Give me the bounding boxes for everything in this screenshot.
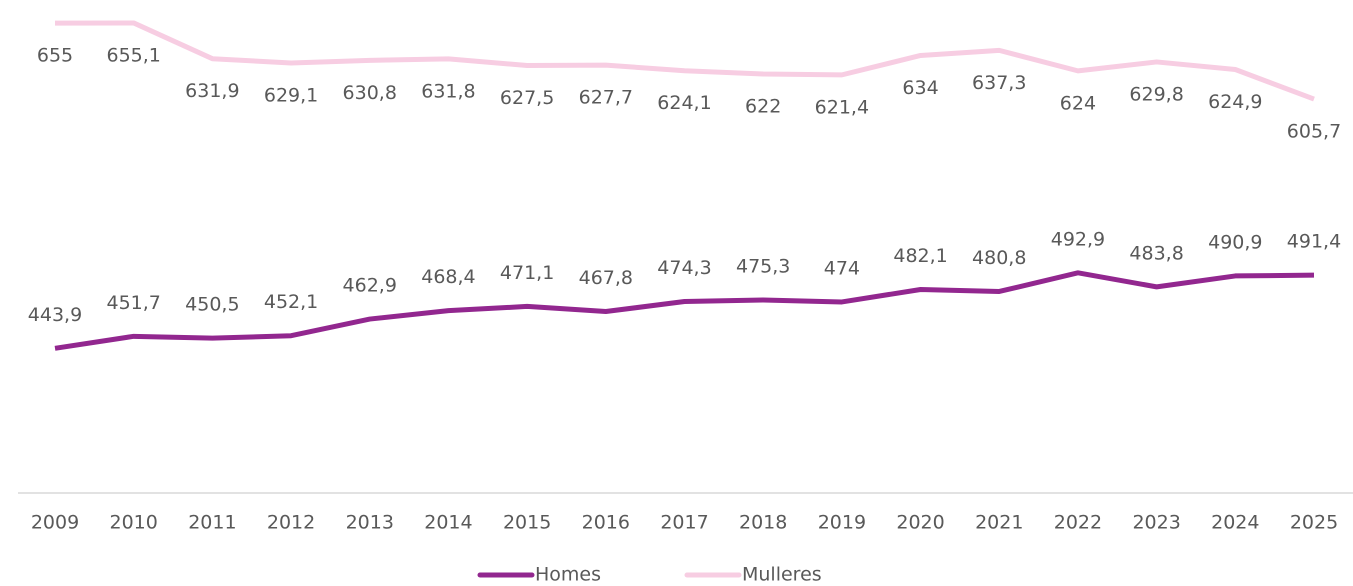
data-label: 630,8 xyxy=(343,82,397,104)
legend-label: Homes xyxy=(535,564,601,586)
series-line xyxy=(54,270,1315,351)
data-label: 627,7 xyxy=(579,87,633,109)
data-label: 483,8 xyxy=(1129,242,1183,264)
data-label: 634 xyxy=(902,77,938,99)
data-label: 474,3 xyxy=(657,257,711,279)
x-tick-label: 2011 xyxy=(188,512,236,534)
data-label: 467,8 xyxy=(579,267,633,289)
data-label: 468,4 xyxy=(421,266,475,288)
x-tick-label: 2021 xyxy=(975,512,1023,534)
data-label: 475,3 xyxy=(736,255,790,277)
data-label: 482,1 xyxy=(893,245,947,267)
x-tick-label: 2018 xyxy=(739,512,787,534)
x-tick-label: 2014 xyxy=(424,512,472,534)
data-label: 624,9 xyxy=(1208,91,1262,113)
data-label: 490,9 xyxy=(1208,231,1262,253)
data-label: 471,1 xyxy=(500,262,554,284)
data-label: 637,3 xyxy=(972,72,1026,94)
data-label: 655 xyxy=(37,45,73,67)
data-label: 492,9 xyxy=(1051,228,1105,250)
series-line xyxy=(54,20,1315,102)
x-tick-label: 2010 xyxy=(110,512,158,534)
data-label: 451,7 xyxy=(106,292,160,314)
data-label: 631,8 xyxy=(421,80,475,102)
data-label: 629,8 xyxy=(1129,83,1183,105)
x-tick-label: 2020 xyxy=(896,512,944,534)
data-label: 474 xyxy=(824,257,860,279)
x-tick-label: 2022 xyxy=(1054,512,1102,534)
x-tick-label: 2016 xyxy=(582,512,630,534)
x-tick-label: 2025 xyxy=(1290,512,1338,534)
data-label: 605,7 xyxy=(1287,121,1341,143)
x-tick-label: 2024 xyxy=(1211,512,1259,534)
data-label: 631,9 xyxy=(185,80,239,102)
data-label: 627,5 xyxy=(500,87,554,109)
data-label: 450,5 xyxy=(185,294,239,316)
data-label: 443,9 xyxy=(28,304,82,326)
x-tick-label: 2013 xyxy=(346,512,394,534)
data-label: 491,4 xyxy=(1287,231,1341,253)
data-label: 629,1 xyxy=(264,85,318,107)
x-tick-label: 2015 xyxy=(503,512,551,534)
x-tick-label: 2019 xyxy=(818,512,866,534)
data-label: 655,1 xyxy=(106,44,160,66)
x-tick-label: 2023 xyxy=(1132,512,1180,534)
x-tick-label: 2012 xyxy=(267,512,315,534)
legend-label: Mulleres xyxy=(742,564,822,586)
data-label: 452,1 xyxy=(264,291,318,313)
data-label: 622 xyxy=(745,95,781,117)
data-label: 621,4 xyxy=(815,96,869,118)
data-label: 624 xyxy=(1060,92,1096,114)
data-label: 462,9 xyxy=(343,275,397,297)
x-tick-label: 2009 xyxy=(31,512,79,534)
x-tick-label: 2017 xyxy=(660,512,708,534)
data-label: 624,1 xyxy=(657,92,711,114)
data-label: 480,8 xyxy=(972,247,1026,269)
